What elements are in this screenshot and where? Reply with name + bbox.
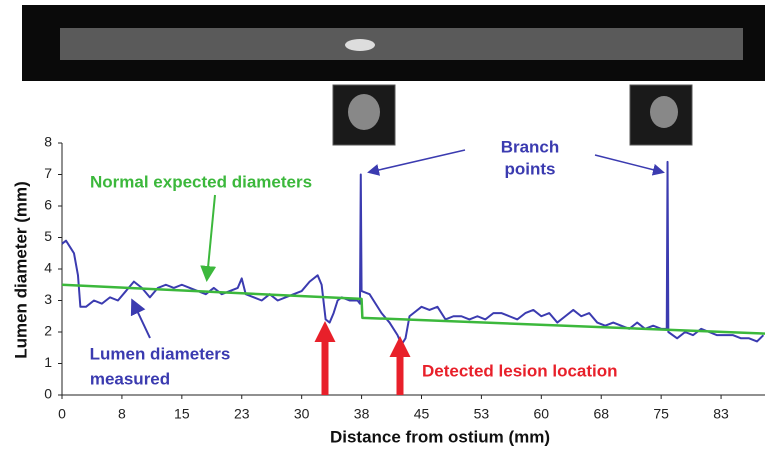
annotation: Branch	[501, 137, 560, 156]
x-tick-label: 23	[234, 406, 250, 422]
branch-thumb-img	[650, 96, 678, 128]
x-axis-label: Distance from ostium (mm)	[330, 427, 550, 446]
x-tick-label: 75	[653, 406, 669, 422]
x-tick-label: 53	[474, 406, 490, 422]
legend-measured: Lumen diameters	[90, 344, 231, 363]
vessel-strip	[60, 28, 743, 60]
y-tick-label: 6	[44, 197, 52, 213]
arrow	[200, 194, 217, 282]
x-tick-label: 83	[713, 406, 729, 422]
y-tick-label: 4	[44, 260, 52, 276]
annotation: Detected lesion location	[422, 361, 618, 380]
x-tick-label: 30	[294, 406, 310, 422]
series-line	[61, 283, 765, 335]
y-tick-label: 5	[44, 228, 52, 244]
x-tick-label: 8	[118, 406, 126, 422]
x-tick-label: 45	[414, 406, 430, 422]
arrow	[367, 149, 466, 176]
y-tick-label: 7	[44, 165, 52, 181]
y-tick-label: 1	[44, 354, 52, 370]
x-tick-label: 38	[354, 406, 370, 422]
y-tick-label: 3	[44, 291, 52, 307]
legend-measured: measured	[90, 369, 170, 388]
vessel-highlight	[345, 39, 375, 51]
arrow	[594, 154, 665, 176]
x-tick-label: 15	[174, 406, 190, 422]
annotation: points	[505, 159, 556, 178]
y-axis-label: Lumen diameter (mm)	[11, 181, 30, 359]
y-tick-label: 8	[44, 134, 52, 150]
y-tick-label: 2	[44, 323, 52, 339]
legend-normal: Normal expected diameters	[90, 172, 312, 191]
branch-thumb-img	[348, 94, 380, 130]
x-tick-label: 68	[593, 406, 609, 422]
arrow	[130, 298, 151, 339]
y-tick-label: 0	[44, 386, 52, 402]
x-tick-label: 0	[58, 406, 66, 422]
x-tick-label: 60	[534, 406, 550, 422]
